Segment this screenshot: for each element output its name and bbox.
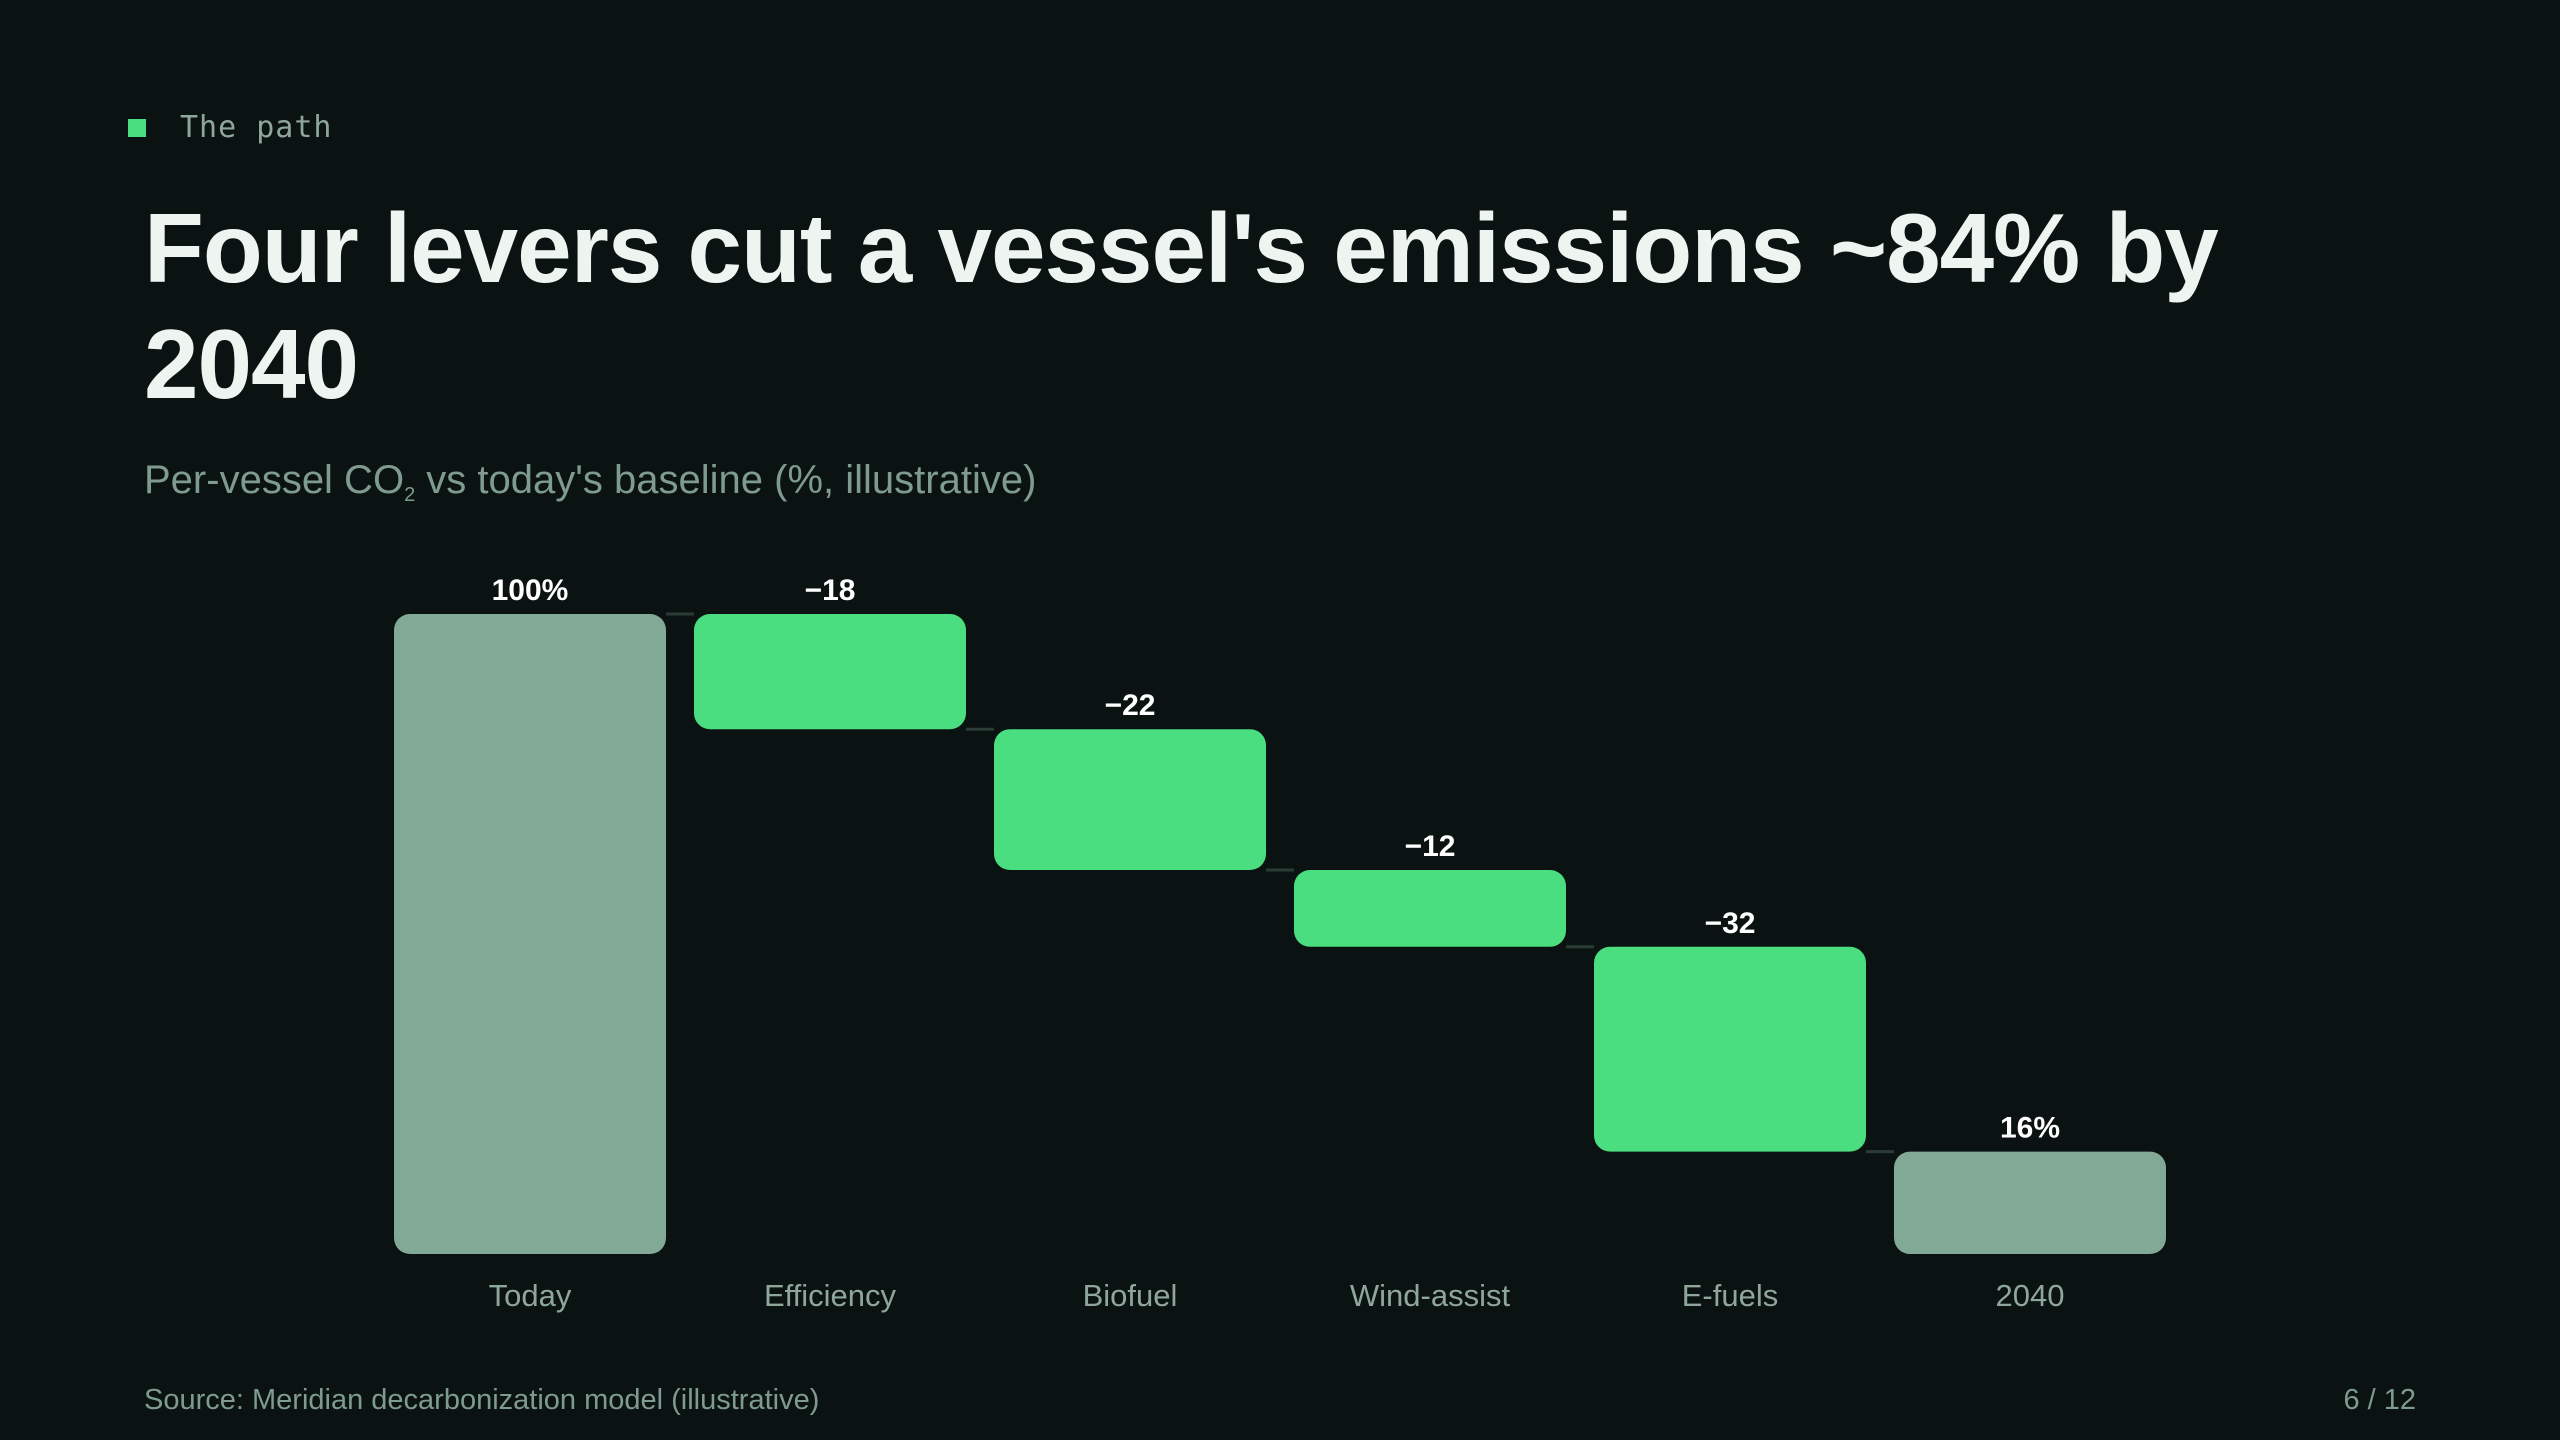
eyebrow-square-icon xyxy=(128,118,146,137)
waterfall-chart: 100% Today −18 Efficiency −22 Biofuel −12 Wind-… xyxy=(394,574,2166,1313)
eyebrow-label: The path xyxy=(180,110,333,145)
bar-efficiency xyxy=(694,614,966,730)
value-label: 16% xyxy=(2000,1112,2060,1145)
slide-title: Four levers cut a vessel's emissions ~84… xyxy=(144,193,2219,419)
value-label: −32 xyxy=(1705,907,1756,940)
source-note: Source: Meridian decarbonization model (… xyxy=(144,1384,820,1416)
category-label: 2040 xyxy=(1996,1278,2065,1313)
value-label: −22 xyxy=(1105,689,1156,722)
chart-subtitle: Per-vessel CO2 vs today's baseline (%, i… xyxy=(144,458,1036,507)
category-label: Today xyxy=(489,1278,572,1313)
bar-wind-assist xyxy=(1294,870,1566,947)
subtitle-subscript: 2 xyxy=(404,484,416,506)
value-label: −18 xyxy=(805,574,856,607)
value-label: 100% xyxy=(492,574,569,607)
category-label: Wind-assist xyxy=(1350,1278,1511,1313)
page-number: 6 / 12 xyxy=(2343,1384,2416,1416)
bar-e-fuels xyxy=(1594,946,1866,1152)
subtitle-text: Per-vessel CO xyxy=(144,458,405,502)
value-label: −12 xyxy=(1405,830,1456,863)
bar-today xyxy=(394,614,666,1254)
bar-2040 xyxy=(1894,1151,2166,1254)
bar-biofuel xyxy=(994,729,1266,870)
category-label: Efficiency xyxy=(764,1278,897,1313)
eyebrow: The path xyxy=(128,110,333,145)
category-label: Biofuel xyxy=(1083,1278,1178,1313)
category-label: E-fuels xyxy=(1682,1278,1778,1313)
subtitle-text-rest: vs today's baseline (%, illustrative) xyxy=(415,458,1037,502)
